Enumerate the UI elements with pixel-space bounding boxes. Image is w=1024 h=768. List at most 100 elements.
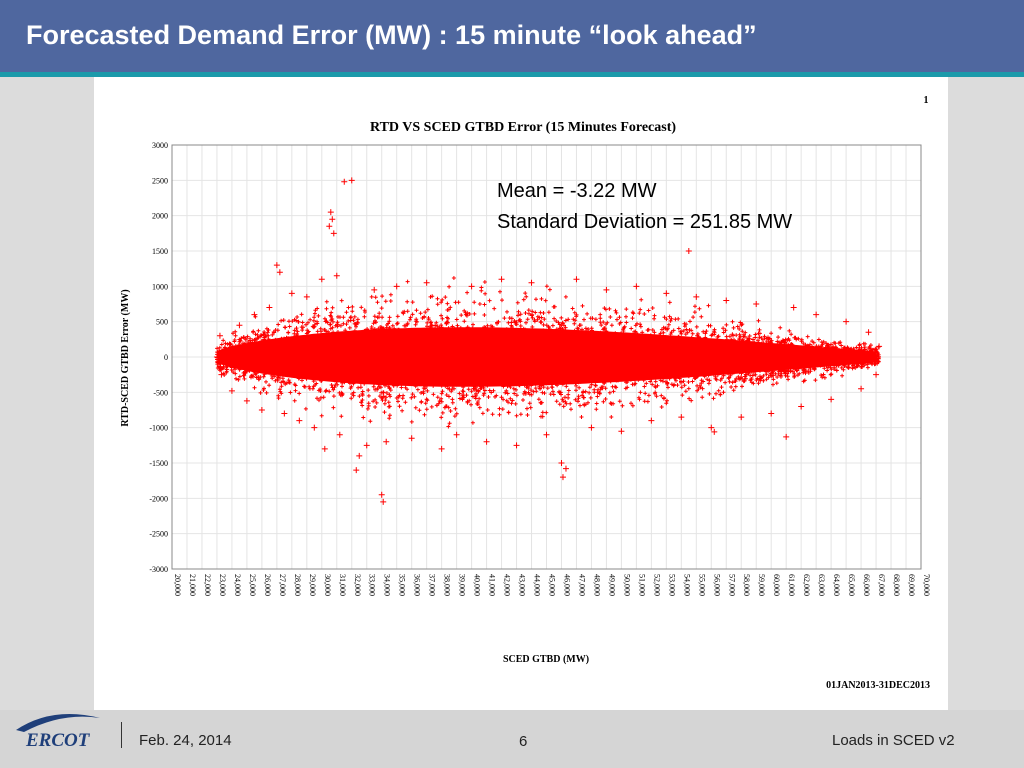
y-tick-label: -2500	[149, 530, 168, 539]
x-tick-label: 68,000	[892, 574, 901, 596]
scatter-point	[753, 301, 760, 307]
x-tick-label: 52,000	[652, 574, 661, 596]
x-tick-label: 25,000	[248, 574, 257, 596]
y-tick-label: 2500	[152, 176, 168, 185]
scatter-point	[603, 286, 610, 293]
ercot-logo: ERCOT	[16, 714, 100, 751]
x-tick-label: 49,000	[607, 574, 616, 596]
scatter-point	[513, 442, 520, 449]
scatter-point	[353, 467, 360, 474]
x-tick-label: 47,000	[577, 574, 586, 596]
title-rule	[0, 72, 1024, 77]
x-tick-label: 40,000	[473, 574, 482, 596]
scatter-point	[326, 223, 333, 230]
footer-divider	[121, 722, 122, 748]
scatter-point	[303, 293, 310, 300]
x-tick-label: 26,000	[263, 574, 272, 596]
scatter-point	[276, 269, 283, 276]
scatter-point	[423, 279, 430, 286]
x-tick-label: 46,000	[562, 574, 571, 596]
scatter-point	[251, 311, 258, 318]
x-tick-label: 56,000	[712, 574, 721, 596]
scatter-point	[327, 209, 334, 216]
logo-text: ERCOT	[25, 730, 91, 751]
x-tick-label: 27,000	[278, 574, 287, 596]
scatter-point	[228, 387, 235, 394]
scatter-point	[693, 293, 700, 300]
scatter-point	[311, 424, 318, 431]
scatter-point	[738, 414, 745, 421]
scatter-point	[573, 276, 580, 283]
scatter-point	[296, 417, 303, 424]
x-tick-label: 69,000	[907, 574, 916, 596]
scatter-point	[213, 354, 220, 360]
x-tick-label: 53,000	[667, 574, 676, 596]
scatter-point	[685, 248, 692, 254]
scatter-point	[798, 403, 805, 410]
scatter-point	[843, 318, 850, 325]
y-tick-label: 2000	[152, 212, 168, 221]
x-tick-label: 55,000	[697, 574, 706, 596]
scatter-point	[711, 428, 718, 435]
y-tick-labels: 3000 2500 2000 1500 1000 500 0 -500 -1000 -1500 -2…	[149, 141, 168, 574]
scatter-point	[562, 465, 569, 472]
x-tick-label: 41,000	[488, 574, 497, 596]
scatter-point	[865, 329, 872, 336]
x-tick-label: 32,000	[353, 574, 362, 596]
scatter-point	[329, 216, 336, 223]
chart-title: RTD VS SCED GTBD Error (15 Minutes Forec…	[370, 120, 676, 135]
page-number: 6	[519, 733, 528, 750]
scatter-point	[236, 322, 243, 329]
scatter-point	[498, 276, 505, 283]
x-tick-label: 64,000	[832, 574, 841, 596]
x-tick-label: 31,000	[338, 574, 347, 596]
footer-bar	[0, 710, 1024, 768]
x-tick-label: 66,000	[862, 574, 871, 596]
scatter-point	[618, 428, 625, 435]
x-tick-label: 58,000	[742, 574, 751, 596]
y-tick-label: -500	[153, 388, 168, 397]
y-tick-label: 500	[156, 318, 168, 327]
x-tick-label: 59,000	[757, 574, 766, 596]
scatter-point	[408, 435, 415, 442]
slide-content	[94, 77, 948, 710]
scatter-point	[383, 438, 390, 445]
scatter-point	[258, 407, 265, 413]
x-tick-label: 57,000	[727, 574, 736, 596]
scatter-point	[876, 343, 883, 350]
x-tick-label: 38,000	[443, 574, 452, 596]
x-tick-label: 43,000	[518, 574, 527, 596]
scatter-point	[336, 431, 343, 438]
scatter-point	[828, 396, 835, 403]
y-tick-label: -1500	[149, 459, 168, 468]
x-tick-labels: 20,000 21,000 22,000 23,000 24,000 25,000 26,0…	[173, 574, 931, 596]
scatter-point	[663, 290, 670, 297]
x-tick-label: 21,000	[188, 574, 197, 596]
x-tick-label: 45,000	[548, 574, 557, 596]
x-tick-label: 70,000	[922, 574, 931, 596]
y-tick-label: -2000	[149, 494, 168, 503]
x-tick-label: 44,000	[533, 574, 542, 596]
y-tick-label: 3000	[152, 141, 168, 150]
y-tick-label: 1000	[152, 282, 168, 291]
scatter-point	[768, 410, 775, 417]
scatter-point	[321, 445, 328, 452]
scatter-core	[216, 327, 880, 387]
slide-title: Forecasted Demand Error (MW) : 15 minute…	[26, 20, 757, 50]
scatter-point	[648, 417, 655, 424]
scatter-point	[371, 286, 378, 293]
scatter-point	[273, 262, 280, 269]
x-tick-label: 62,000	[802, 574, 811, 596]
x-tick-label: 60,000	[772, 574, 781, 596]
x-tick-label: 37,000	[428, 574, 437, 596]
scatter-point	[378, 491, 385, 498]
chart-points	[213, 177, 883, 505]
scatter-point	[363, 442, 370, 449]
x-tick-label: 48,000	[592, 574, 601, 596]
x-tick-label: 63,000	[817, 574, 826, 596]
date-range-label: 01JAN2013-31DEC2013	[826, 680, 930, 691]
scatter-point	[559, 474, 566, 481]
scatter-point	[588, 424, 595, 431]
x-tick-label: 29,000	[308, 574, 317, 596]
